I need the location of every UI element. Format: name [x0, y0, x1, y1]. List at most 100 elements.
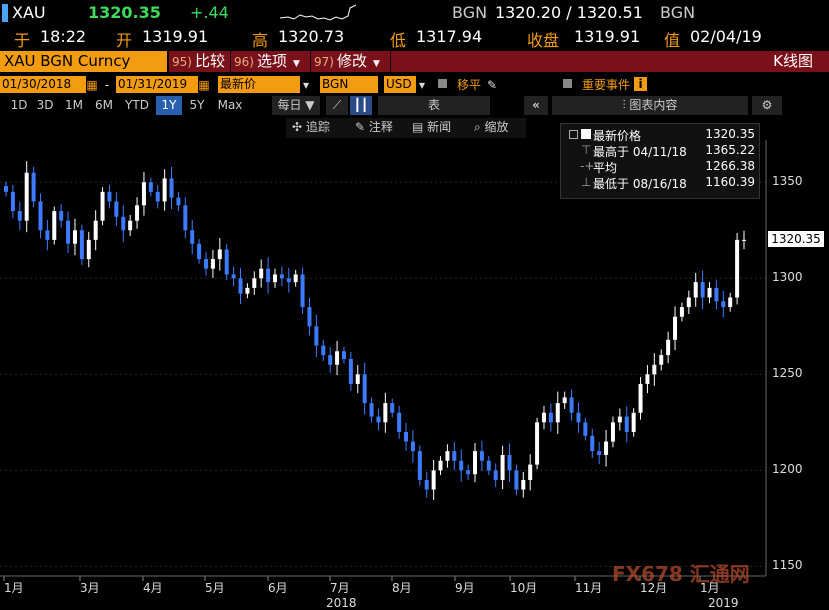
candle-body: [735, 239, 740, 298]
ohlc-bar: 于 18:22 开 1319.91 高 1320.73 低 1317.94 收盘…: [0, 26, 829, 50]
options-num: 96): [234, 55, 254, 69]
price-chart[interactable]: [0, 140, 829, 608]
candle-body: [176, 197, 181, 206]
annotate-label: 注释: [368, 120, 393, 134]
edit-num: 97): [314, 55, 334, 69]
period-max[interactable]: Max: [217, 98, 243, 112]
candle-body: [555, 403, 560, 423]
currency-dropdown-icon[interactable]: ▾: [418, 78, 426, 92]
track-tool[interactable]: ✣ 追踪: [292, 118, 330, 136]
field-dropdown-icon[interactable]: ▾: [302, 78, 310, 92]
source-select[interactable]: BGN: [320, 76, 378, 93]
news-tool[interactable]: ▤ 新闻: [412, 118, 451, 136]
y-tick-label: 1350: [772, 174, 803, 189]
candle-body: [162, 178, 167, 202]
line-chart-icon[interactable]: ⟋: [326, 96, 348, 115]
candle-body: [217, 249, 222, 260]
quote-bar: XAU 1320.35 +.44 BGN 1320.20 / 1320.51 B…: [0, 0, 829, 26]
high: 1320.73: [278, 27, 345, 46]
candle-body: [59, 211, 64, 221]
table-button[interactable]: 表: [378, 96, 490, 115]
pencil-icon[interactable]: ✎: [486, 78, 498, 92]
x-tick-label: 11月: [575, 581, 603, 595]
frequency-select[interactable]: 每日 ▼: [272, 96, 320, 115]
security-field[interactable]: XAU BGN Curncy: [0, 51, 167, 72]
legend-swatch: [581, 129, 591, 139]
period-1y[interactable]: 1Y: [156, 96, 182, 115]
period-1d[interactable]: 1D: [10, 98, 28, 112]
candle-body: [686, 297, 691, 308]
currency-select[interactable]: USD: [384, 76, 416, 93]
candle-body: [500, 454, 505, 480]
legend-low-label: 最低于 08/16/18: [593, 177, 687, 191]
legend-box-icon: [569, 130, 578, 139]
candle-body: [410, 441, 415, 452]
candle-body: [148, 182, 153, 192]
ticker[interactable]: XAU: [12, 3, 46, 22]
news-icon: ▤: [412, 120, 428, 134]
edit-button[interactable]: 97) 修改 ▼: [311, 51, 390, 72]
options-button[interactable]: 96) 选项 ▼: [231, 51, 310, 72]
period-ytd[interactable]: YTD: [125, 98, 149, 112]
candle-body: [66, 220, 71, 244]
candle-body: [631, 412, 636, 432]
annotate-icon: ✎: [355, 120, 369, 134]
candle-body: [541, 412, 546, 423]
open: 1319.91: [142, 27, 209, 46]
legend-avg-label: 平均: [593, 161, 618, 175]
candle-body: [38, 201, 43, 231]
candle-body: [272, 274, 277, 283]
collapse-icon[interactable]: «: [524, 96, 548, 115]
candle-body: [604, 441, 609, 455]
candle-body: [383, 403, 388, 423]
candle-body: [431, 470, 436, 490]
candle-body: [438, 460, 443, 471]
frequency-label: 每日: [277, 98, 302, 112]
options-label: 选项: [256, 52, 287, 70]
shift-checkbox[interactable]: [438, 79, 447, 88]
calendar-icon[interactable]: ▦: [198, 78, 210, 92]
zoom-tool[interactable]: ⌕ 缩放: [474, 118, 509, 136]
candle-body: [114, 201, 119, 217]
legend-low-value: 1160.39: [705, 175, 755, 189]
compare-label: 比较: [194, 52, 225, 70]
period-1m[interactable]: 1M: [65, 98, 83, 112]
candle-body: [128, 220, 133, 231]
crosshair-icon: ✣: [292, 120, 306, 134]
x-tick-label: 7月: [330, 581, 350, 595]
settings-gear-icon[interactable]: ⚙: [752, 96, 782, 115]
legend-last-label: 最新价格: [593, 129, 642, 143]
shift-label: 移平: [456, 78, 481, 92]
candle-chart-icon[interactable]: ┃┃: [350, 96, 372, 115]
calendar-icon[interactable]: ▦: [86, 78, 98, 92]
candle-body: [452, 451, 457, 461]
compare-button[interactable]: 95) 比较: [169, 51, 230, 72]
chart-content-button[interactable]: ⫶ 图表内容: [552, 96, 748, 115]
events-label: 重要事件: [581, 78, 630, 92]
field-select[interactable]: 最新价: [218, 76, 300, 93]
candle-body: [673, 316, 678, 340]
compare-num: 95): [172, 55, 192, 69]
period-5y[interactable]: 5Y: [189, 98, 205, 112]
candle-body: [45, 230, 50, 240]
candle-body: [666, 339, 671, 356]
date-to[interactable]: 01/31/2019: [116, 76, 198, 93]
candle-body: [624, 416, 629, 432]
period-3d[interactable]: 3D: [36, 98, 54, 112]
bid-ask: 1320.20 / 1320.51: [495, 3, 643, 22]
chart-type[interactable]: K线图: [773, 52, 813, 70]
close-label: 收盘: [527, 31, 560, 50]
zoom-icon: ⌕: [474, 120, 485, 134]
period-6m[interactable]: 6M: [95, 98, 113, 112]
candle-body: [445, 451, 450, 461]
candle-body: [466, 470, 471, 475]
info-icon[interactable]: i: [634, 77, 647, 91]
candle-body: [204, 259, 209, 269]
date-from[interactable]: 01/30/2018: [0, 76, 86, 93]
candle-body: [590, 435, 595, 452]
events-checkbox[interactable]: [563, 79, 572, 88]
candle-body: [548, 412, 553, 423]
candle-body: [376, 416, 381, 423]
low: 1317.94: [416, 27, 483, 46]
annotate-tool[interactable]: ✎ 注释: [355, 118, 393, 136]
